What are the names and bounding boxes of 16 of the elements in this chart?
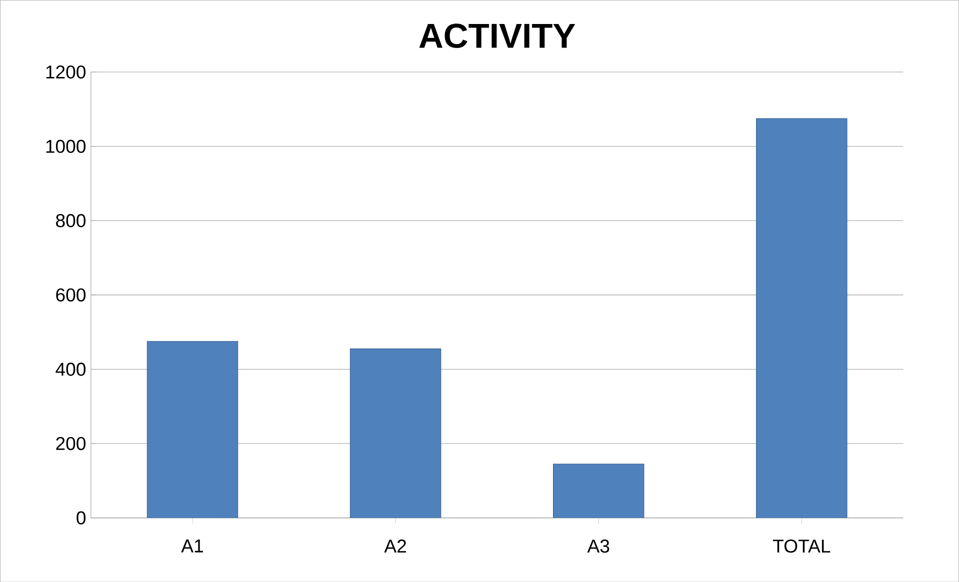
y-tick-label: 1000	[46, 140, 86, 153]
x-tick-label: TOTAL	[772, 539, 830, 553]
y-tick-label: 0	[76, 511, 86, 524]
bar	[553, 464, 644, 518]
bar	[350, 348, 442, 518]
y-tick-label: 600	[56, 288, 86, 302]
x-tick-label: A3	[587, 539, 610, 553]
y-tick-label: 200	[56, 436, 86, 450]
x-tick-label: A2	[384, 539, 406, 552]
bar	[146, 340, 238, 518]
chart-title: ACTIVITY	[419, 23, 576, 48]
y-tick-label: 1200	[46, 65, 86, 78]
x-tick-label: A1	[181, 539, 203, 552]
bar	[756, 118, 848, 518]
y-tick-label: 400	[56, 362, 86, 376]
y-tick-label: 800	[56, 214, 86, 228]
